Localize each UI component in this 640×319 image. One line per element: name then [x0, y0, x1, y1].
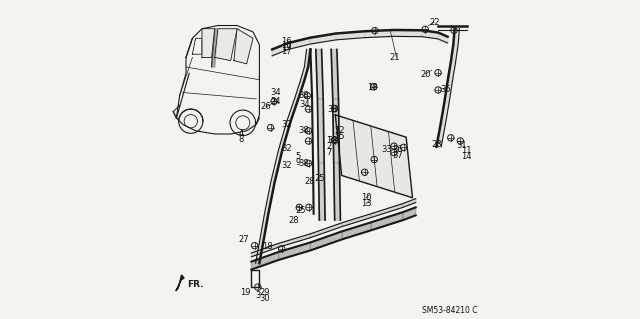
- Polygon shape: [305, 49, 310, 67]
- Text: 3: 3: [255, 291, 260, 300]
- Text: 31: 31: [457, 141, 467, 150]
- Text: 21: 21: [390, 53, 400, 62]
- Text: 13: 13: [361, 199, 372, 208]
- Text: 34: 34: [270, 88, 281, 97]
- Text: 16: 16: [281, 41, 292, 50]
- Text: 16: 16: [281, 37, 292, 46]
- Polygon shape: [300, 67, 308, 81]
- Polygon shape: [317, 99, 324, 163]
- Text: 36: 36: [392, 145, 403, 154]
- Text: SM53-84210 C: SM53-84210 C: [422, 306, 477, 315]
- Polygon shape: [371, 212, 403, 230]
- Text: 30: 30: [259, 294, 269, 303]
- Text: 28: 28: [305, 177, 315, 186]
- Text: 14: 14: [461, 152, 472, 161]
- Text: 38: 38: [328, 105, 338, 114]
- Text: 32: 32: [281, 144, 292, 153]
- Text: 17: 17: [281, 43, 292, 52]
- Polygon shape: [342, 222, 371, 239]
- Polygon shape: [451, 45, 458, 62]
- Text: 8: 8: [239, 135, 244, 144]
- Polygon shape: [255, 242, 263, 263]
- Text: 25: 25: [295, 206, 305, 215]
- Polygon shape: [271, 150, 282, 182]
- Text: 4: 4: [239, 130, 244, 138]
- Polygon shape: [336, 31, 365, 40]
- Text: 32: 32: [281, 161, 292, 170]
- Polygon shape: [215, 29, 237, 61]
- Polygon shape: [234, 29, 253, 64]
- Polygon shape: [252, 252, 278, 270]
- Polygon shape: [342, 214, 371, 226]
- Polygon shape: [436, 124, 445, 147]
- Text: 28: 28: [289, 216, 299, 225]
- Polygon shape: [335, 115, 413, 198]
- Text: 38: 38: [299, 159, 309, 168]
- Text: 1: 1: [326, 137, 332, 145]
- Polygon shape: [288, 38, 310, 49]
- Text: 38: 38: [299, 126, 309, 135]
- Text: 27: 27: [238, 235, 249, 244]
- Text: 5: 5: [295, 152, 300, 161]
- Text: 18: 18: [367, 83, 378, 92]
- Polygon shape: [310, 33, 336, 44]
- Text: 37: 37: [392, 151, 403, 160]
- Polygon shape: [403, 207, 416, 220]
- Polygon shape: [259, 214, 268, 242]
- Polygon shape: [278, 234, 310, 247]
- Polygon shape: [294, 81, 304, 99]
- Polygon shape: [333, 99, 339, 163]
- Polygon shape: [422, 30, 438, 39]
- Text: 7: 7: [326, 148, 332, 157]
- Text: 9: 9: [295, 158, 300, 167]
- Text: 26: 26: [260, 102, 271, 111]
- Polygon shape: [310, 223, 342, 238]
- Text: 23: 23: [431, 140, 442, 149]
- Text: 25: 25: [314, 174, 324, 183]
- Polygon shape: [278, 121, 291, 150]
- Polygon shape: [310, 231, 342, 250]
- Text: FR.: FR.: [187, 280, 203, 289]
- Text: 15: 15: [335, 132, 345, 141]
- Polygon shape: [287, 99, 298, 121]
- Polygon shape: [264, 182, 275, 214]
- Text: 24: 24: [271, 97, 281, 106]
- Text: 22: 22: [429, 18, 440, 27]
- Text: 18: 18: [262, 242, 273, 251]
- Polygon shape: [447, 62, 456, 81]
- Polygon shape: [202, 29, 215, 57]
- Polygon shape: [403, 199, 416, 207]
- Text: 34: 34: [300, 100, 310, 109]
- Text: 11: 11: [461, 146, 472, 155]
- Text: 12: 12: [335, 126, 345, 135]
- Polygon shape: [278, 242, 310, 260]
- Polygon shape: [440, 102, 449, 124]
- Polygon shape: [453, 29, 460, 45]
- Text: 19: 19: [240, 288, 250, 297]
- Text: 32: 32: [281, 120, 292, 129]
- Text: 38: 38: [299, 91, 309, 100]
- Text: 38: 38: [328, 137, 338, 145]
- Text: 20: 20: [420, 70, 431, 78]
- Polygon shape: [371, 204, 403, 218]
- Polygon shape: [252, 243, 278, 257]
- Polygon shape: [331, 49, 339, 99]
- Text: 10: 10: [361, 193, 371, 202]
- Text: 29: 29: [259, 288, 269, 297]
- Text: 35: 35: [441, 85, 451, 94]
- Polygon shape: [316, 49, 323, 99]
- Polygon shape: [319, 163, 325, 220]
- Polygon shape: [272, 43, 288, 56]
- Polygon shape: [176, 275, 184, 291]
- Text: 2: 2: [326, 142, 332, 151]
- Polygon shape: [212, 29, 218, 67]
- Text: 17: 17: [281, 47, 292, 56]
- Polygon shape: [394, 30, 422, 37]
- Polygon shape: [444, 81, 452, 102]
- Polygon shape: [333, 163, 340, 220]
- Polygon shape: [438, 33, 447, 43]
- Polygon shape: [365, 30, 394, 38]
- Text: 33: 33: [381, 145, 392, 154]
